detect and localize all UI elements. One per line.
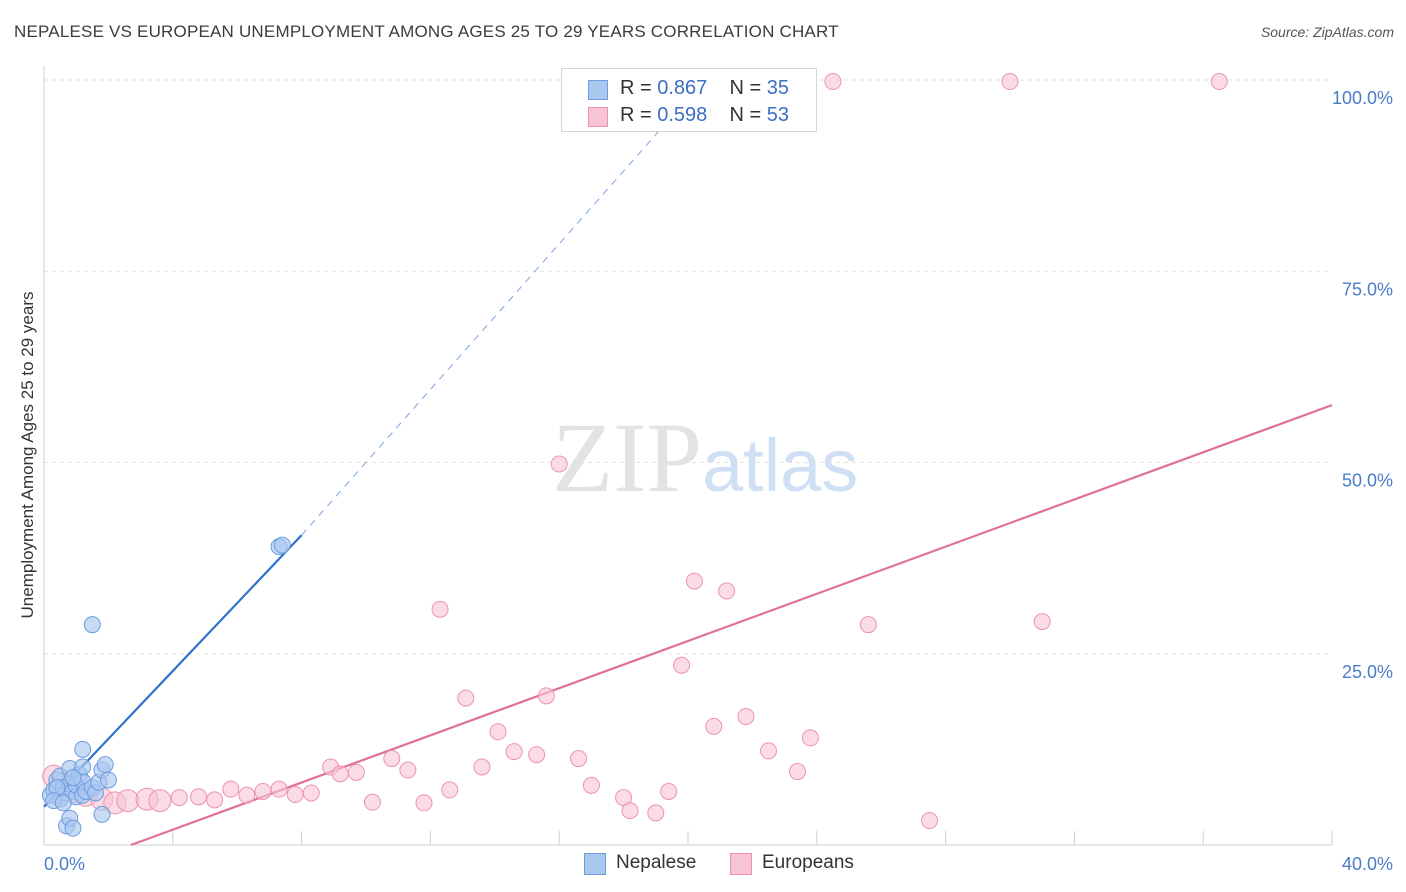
point-europeans bbox=[760, 742, 777, 760]
point-europeans bbox=[254, 782, 272, 800]
y-tick-label: 100.0% bbox=[1332, 88, 1393, 108]
point-europeans bbox=[621, 802, 639, 820]
watermark-atlas: atlas bbox=[702, 424, 859, 507]
point-europeans bbox=[383, 750, 401, 768]
point-europeans bbox=[190, 788, 208, 806]
point-europeans bbox=[116, 789, 140, 813]
bottom-label-europeans: Europeans bbox=[762, 852, 854, 873]
x-tick-label: 40.0% bbox=[1342, 854, 1393, 874]
point-europeans bbox=[489, 723, 507, 741]
watermark-zip: ZIP bbox=[552, 402, 702, 513]
point-europeans bbox=[647, 804, 665, 822]
point-nepalese bbox=[99, 771, 117, 789]
bottom-label-nepalese: Nepalese bbox=[616, 852, 697, 873]
legend-n-nepalese: 35 bbox=[766, 77, 790, 99]
point-nepalese bbox=[93, 805, 111, 823]
point-europeans bbox=[431, 600, 449, 618]
point-europeans bbox=[582, 776, 600, 794]
axes bbox=[43, 66, 1333, 846]
point-europeans bbox=[270, 780, 288, 798]
y-tick-label: 25.0% bbox=[1342, 662, 1393, 682]
point-europeans bbox=[660, 782, 678, 800]
chart-title: NEPALESE VS EUROPEAN UNEMPLOYMENT AMONG … bbox=[14, 22, 839, 41]
bottom-swatch-europeans bbox=[730, 853, 752, 875]
point-europeans bbox=[222, 780, 240, 798]
point-nepalese bbox=[74, 740, 92, 758]
point-europeans bbox=[302, 784, 320, 802]
point-europeans bbox=[673, 656, 691, 674]
legend-swatch-europeans bbox=[588, 107, 608, 127]
watermark: ZIPatlas bbox=[552, 400, 858, 515]
legend-text-europeans: R = 0.598 N = 53 bbox=[620, 104, 790, 126]
point-europeans bbox=[537, 687, 555, 705]
data-points bbox=[41, 73, 1228, 837]
trend-line-nepalese-extension bbox=[301, 79, 705, 536]
point-europeans bbox=[170, 789, 188, 807]
point-europeans bbox=[685, 572, 703, 590]
point-europeans bbox=[238, 786, 256, 804]
point-europeans bbox=[801, 729, 819, 747]
point-europeans bbox=[921, 812, 938, 830]
point-europeans bbox=[363, 793, 381, 811]
point-europeans bbox=[737, 707, 755, 725]
point-europeans bbox=[206, 791, 224, 809]
point-europeans bbox=[1033, 613, 1051, 631]
point-europeans bbox=[399, 761, 417, 779]
point-europeans bbox=[148, 789, 172, 813]
y-tick-label: 50.0% bbox=[1342, 471, 1393, 491]
point-europeans bbox=[570, 750, 588, 768]
legend-n-europeans: 53 bbox=[766, 104, 790, 126]
point-europeans bbox=[286, 786, 304, 804]
point-europeans bbox=[457, 689, 475, 707]
point-nepalese bbox=[96, 756, 114, 774]
point-europeans bbox=[550, 455, 568, 473]
bottom-swatch-nepalese bbox=[584, 853, 606, 875]
point-nepalese bbox=[74, 758, 92, 776]
point-nepalese bbox=[64, 819, 82, 837]
tick-labels: 25.0% 50.0% 75.0% 100.0% 0.0% 40.0% bbox=[44, 88, 1393, 874]
point-nepalese bbox=[54, 794, 72, 812]
legend-r-nepalese: 0.867 bbox=[657, 77, 708, 99]
point-europeans bbox=[824, 73, 842, 91]
stats-legend: R = 0.867 N = 35 R = 0.598 N = 53 bbox=[561, 68, 817, 132]
point-europeans bbox=[705, 717, 723, 735]
point-europeans bbox=[718, 582, 736, 600]
point-nepalese bbox=[64, 769, 82, 787]
point-europeans bbox=[505, 743, 523, 761]
point-europeans bbox=[331, 765, 349, 783]
legend-r-europeans: 0.598 bbox=[657, 104, 708, 126]
grid-lines bbox=[44, 79, 1332, 655]
point-nepalese bbox=[83, 616, 101, 634]
point-nepalese bbox=[273, 536, 291, 554]
point-europeans bbox=[415, 794, 433, 812]
point-europeans bbox=[441, 781, 459, 799]
y-tick-label: 75.0% bbox=[1342, 279, 1393, 299]
point-europeans bbox=[788, 763, 806, 781]
point-europeans bbox=[1210, 73, 1228, 91]
point-europeans bbox=[859, 616, 877, 634]
legend-text-nepalese: R = 0.867 N = 35 bbox=[620, 77, 790, 99]
point-europeans bbox=[347, 763, 365, 781]
trend-line-europeans bbox=[130, 404, 1333, 847]
legend-swatch-nepalese bbox=[588, 80, 608, 100]
point-europeans bbox=[1001, 73, 1019, 91]
point-europeans bbox=[473, 758, 491, 776]
x-tick-label: 0.0% bbox=[44, 854, 85, 874]
source-label: Source: ZipAtlas.com bbox=[1260, 24, 1394, 40]
point-europeans bbox=[528, 746, 546, 764]
